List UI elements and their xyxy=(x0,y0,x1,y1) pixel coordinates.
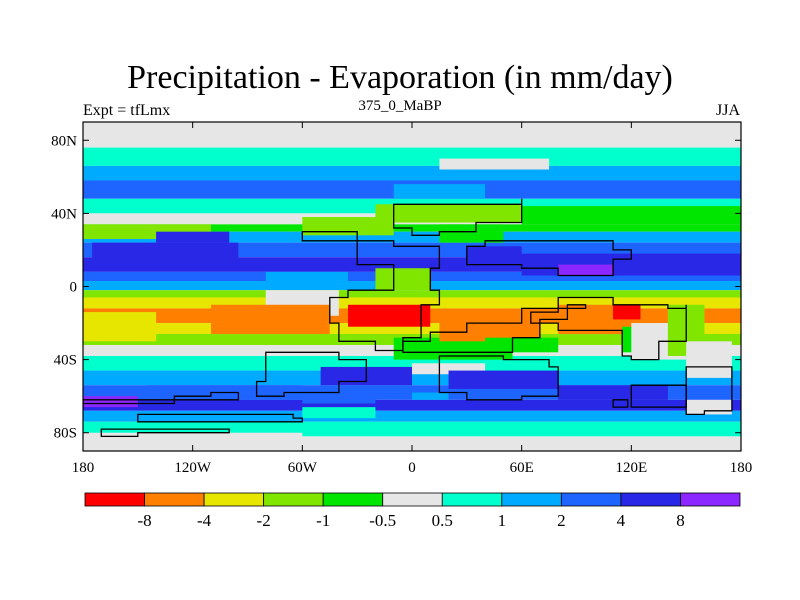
field-patch-33 xyxy=(412,392,449,400)
colorbar-label-0: -8 xyxy=(137,511,151,530)
zonal-band-21 xyxy=(83,399,741,411)
colorbar-box-0 xyxy=(84,492,145,507)
coastline-3 xyxy=(402,304,587,353)
zonal-band-1 xyxy=(83,147,741,166)
field-patch-2 xyxy=(393,184,486,199)
colorbar-box-6 xyxy=(441,492,503,507)
field-patch-34 xyxy=(448,370,559,389)
coastline-1 xyxy=(393,198,523,236)
coastline-12 xyxy=(612,399,629,408)
colorbar-label-3: -1 xyxy=(316,511,330,530)
x-tick-label-5: 120E xyxy=(615,460,647,476)
field-patch-37 xyxy=(302,407,376,419)
field-patch-8 xyxy=(156,231,230,243)
field-patch-4 xyxy=(521,206,741,225)
x-tick-label-4: 60E xyxy=(510,460,534,476)
field-patch-16 xyxy=(393,337,513,360)
precip-evap-field xyxy=(83,122,741,451)
coastline-9 xyxy=(100,428,230,438)
coastline-7 xyxy=(83,391,240,408)
field-patch-13 xyxy=(265,271,349,287)
coastline-8 xyxy=(137,413,303,423)
coastline-5 xyxy=(255,351,367,397)
x-tick-label-0: 180 xyxy=(72,460,95,476)
coastline-11 xyxy=(630,384,687,408)
y-tick-label-3: 40S xyxy=(54,353,77,369)
colorbar-label-5: 0.5 xyxy=(432,511,453,530)
coastline-0 xyxy=(301,231,441,352)
y-tick-label-2: 0 xyxy=(70,280,78,296)
experiment-label: Expt = tfLmx xyxy=(83,102,171,119)
field-patch-10 xyxy=(466,246,522,265)
field-patch-18 xyxy=(210,304,330,335)
longitude-axis: 180 120W 60W 0 60E 120E 180 xyxy=(72,122,753,476)
coastline-2 xyxy=(466,240,632,277)
latitude-axis: 80N 40N 0 40S 80S xyxy=(51,133,741,442)
zonal-band-2 xyxy=(83,165,741,181)
colorbar-label-4: -0.5 xyxy=(369,511,396,530)
field-patch-32 xyxy=(302,392,376,404)
chart-title: Precipitation - Evaporation (in mm/day) xyxy=(127,59,673,96)
colorbar-box-4 xyxy=(322,492,384,507)
colorbar-box-2 xyxy=(203,492,265,507)
x-tick-label-2: 60W xyxy=(288,460,318,476)
field-patch-14 xyxy=(375,268,431,291)
colorbar-box-5 xyxy=(382,492,443,507)
field-patch-9 xyxy=(439,224,504,243)
colorbar-label-9: 8 xyxy=(676,511,685,530)
field-patch-7 xyxy=(92,242,239,261)
field-patch-27 xyxy=(686,341,732,378)
coastlines xyxy=(83,198,733,438)
field-patch-3 xyxy=(375,204,522,223)
y-tick-label-4: 80S xyxy=(54,426,77,442)
field-patch-35 xyxy=(558,385,668,400)
colorbar-box-1 xyxy=(144,492,205,507)
season-label: JJA xyxy=(715,102,740,119)
field-patch-38 xyxy=(83,432,303,444)
field-patch-19 xyxy=(348,304,431,327)
x-tick-label-6: 180 xyxy=(730,460,753,476)
field-patch-5 xyxy=(302,217,394,236)
colorbar-label-8: 4 xyxy=(617,511,626,530)
field-patch-17 xyxy=(412,363,486,375)
colorbar-label-1: -4 xyxy=(197,511,212,530)
zonal-band-7 xyxy=(83,231,741,243)
field-patch-29 xyxy=(83,396,138,408)
field-patch-28 xyxy=(83,312,157,342)
field-patch-12 xyxy=(558,264,614,276)
colorbar-box-10 xyxy=(680,492,741,507)
x-tick-label-3: 0 xyxy=(408,460,416,476)
y-tick-label-0: 80N xyxy=(51,133,77,149)
field-patch-1 xyxy=(439,158,550,170)
coastline-6 xyxy=(438,355,559,401)
field-patch-20 xyxy=(439,312,540,342)
y-tick-label-1: 40N xyxy=(51,206,77,222)
colorbar-label-6: 1 xyxy=(498,511,507,530)
period-label: 375_0_MaBP xyxy=(358,98,442,114)
coastline-4 xyxy=(530,296,687,361)
x-tick-label-1: 120W xyxy=(174,460,212,476)
zonal-band-22 xyxy=(83,410,741,422)
colorbar-label-2: -2 xyxy=(257,511,271,530)
zonal-band-13 xyxy=(83,297,741,309)
field-patch-21 xyxy=(485,337,559,353)
colorbar: -8 -4 -2 -1 -0.5 0.5 1 2 4 8 xyxy=(84,492,741,530)
field-patch-36 xyxy=(686,399,732,415)
colorbar-box-7 xyxy=(501,492,562,507)
zonal-band-15 xyxy=(83,323,741,335)
colorbar-box-8 xyxy=(560,492,622,507)
field-patch-23 xyxy=(613,304,641,320)
zonal-band-12 xyxy=(83,290,741,298)
colorbar-box-9 xyxy=(620,492,681,507)
colorbar-box-3 xyxy=(263,492,324,507)
colorbar-label-7: 2 xyxy=(557,511,566,530)
